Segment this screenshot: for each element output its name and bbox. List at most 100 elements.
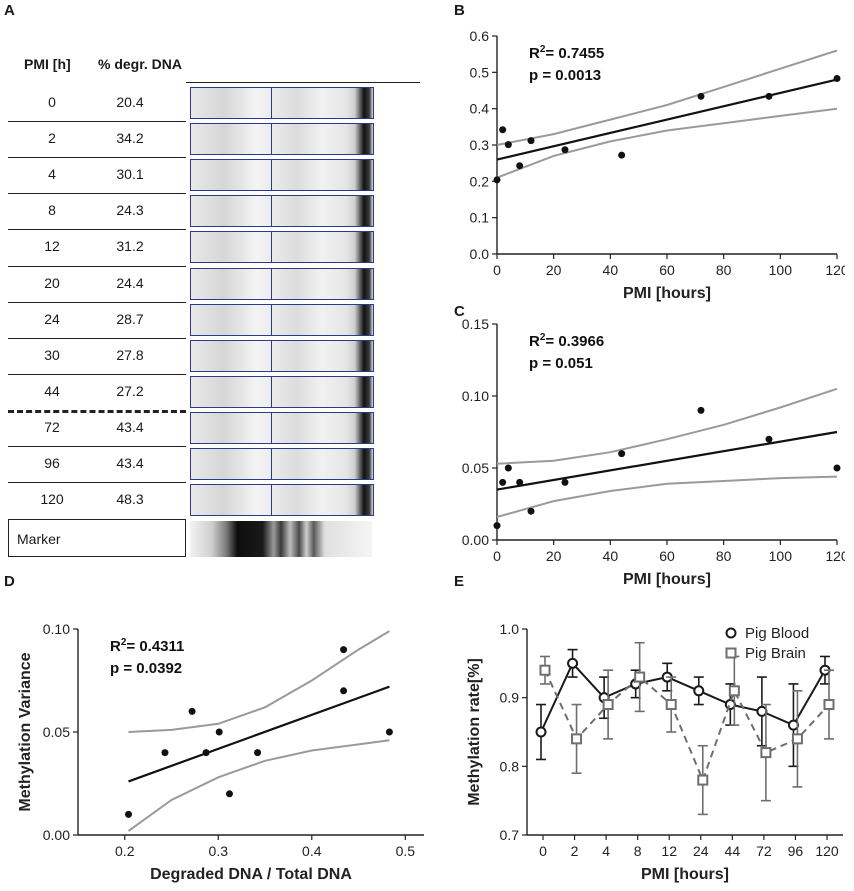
gel-lane-divider [271,412,272,443]
data-point [697,92,705,100]
row-divider [8,229,186,231]
panel-label-c: C [454,303,465,320]
y-tick-label: 0.15 [462,316,489,332]
data-point [527,507,535,515]
marker-label: Marker [8,519,186,557]
x-axis-label: PMI [hours] [641,866,729,883]
x-tick-label: 80 [716,262,732,278]
data-point [215,728,223,736]
x-tick-label: 120 [815,843,839,859]
gel-lane-divider [271,124,272,155]
data-point [340,687,348,695]
y-tick-label: 0.9 [500,690,520,706]
regression-line [496,78,838,161]
panel-label-a: A [4,2,15,19]
data-point [760,747,772,759]
legend-marker [725,647,737,659]
y-axis-label: Methylation rate[%] [466,658,483,806]
data-point [697,774,709,786]
x-tick-label: 0.2 [115,843,135,859]
y-tick-label: 0.10 [43,621,70,637]
data-point [539,664,551,676]
data-point [535,726,547,738]
p-value-annotation: p = 0.0013 [529,67,601,84]
data-point [693,685,705,697]
p-value-annotation: p = 0.0392 [110,660,182,677]
gel-table-panel: PMI [h] % degr. DNA 0 20.4 2 34.2 4 30.1 8 24.3… [0,0,430,560]
y-tick-label: 0.5 [470,64,490,80]
row-percent: 30.1 [116,166,144,183]
row-pmi: 12 [44,238,60,255]
data-point [791,733,803,745]
data-point [602,699,614,711]
gel-lane [190,267,374,300]
row-divider [8,373,186,375]
x-tick-label: 80 [716,548,732,564]
row-percent: 28.7 [116,310,144,327]
data-point [499,478,507,486]
x-tick-label: 72 [756,843,772,859]
data-point [516,162,524,170]
ci-upper-curve [128,630,390,733]
gel-lane-divider [271,376,272,407]
row-percent: 24.4 [116,274,144,291]
marker-gel-lane [190,521,372,557]
r-squared-annotation: R2= 0.3966 [529,332,604,350]
gel-lane [190,303,374,336]
y-axis-label: Methylation Variance [17,652,34,811]
data-point [493,176,501,184]
x-tick-label: 44 [725,843,741,859]
data-point [161,749,169,757]
data-point [202,749,210,757]
data-point [765,92,773,100]
row-divider [8,446,186,447]
x-tick-label: 20 [546,548,562,564]
data-point [823,699,835,711]
y-tick-label: 0.05 [43,724,70,740]
gel-lane-divider [271,340,272,371]
data-point [765,435,773,443]
x-tick-label: 4 [602,843,610,859]
data-point [571,733,583,745]
row-divider [8,121,186,123]
row-divider [8,482,186,484]
y-tick-label: 0.4 [470,101,490,117]
row-divider [8,337,186,339]
gel-lane-divider [271,304,272,335]
x-tick-label: 12 [661,843,677,859]
data-point [504,464,512,472]
x-tick-label: 96 [788,843,804,859]
x-tick-label: 100 [769,548,793,564]
x-tick-label: 20 [546,262,562,278]
data-point [504,141,512,149]
series-line [544,669,830,783]
row-percent: 43.4 [116,455,144,471]
x-axis-label: PMI [hours] [623,285,711,302]
row-pmi: 0 [48,94,56,110]
row-pmi: 44 [44,382,60,399]
x-tick-label: 0 [493,548,501,564]
gel-lane-divider [271,160,272,191]
row-percent: 27.8 [116,346,144,363]
x-tick-label: 60 [659,262,675,278]
data-point [634,671,646,683]
gel-lane [190,195,374,228]
y-tick-label: 0.00 [43,827,70,843]
data-point [493,522,501,530]
gel-lane [190,123,374,156]
row-pmi: 24 [44,310,60,327]
gel-lane-divider [271,88,272,118]
data-point [254,749,262,757]
y-tick-label: 0.3 [470,137,490,153]
header-divider [186,82,420,83]
data-point [567,657,579,669]
x-tick-label: 120 [825,262,845,278]
y-tick-label: 0.6 [470,28,490,44]
gel-lane-divider [271,485,272,516]
chart-d-methylation-vs-degraded: 0.00 0.05 0.10 0.2 0.3 0.4 0.5 R2= 0.4311 p = 0.… [17,621,424,883]
data-point [833,75,841,83]
gel-lane [190,159,374,192]
y-tick-label: 0.00 [462,532,489,548]
row-pmi: 72 [44,418,60,435]
x-tick-label: 120 [825,548,845,564]
